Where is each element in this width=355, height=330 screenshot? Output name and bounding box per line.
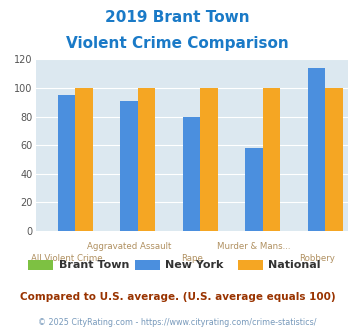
Text: All Violent Crime: All Violent Crime bbox=[31, 254, 103, 263]
Text: Rape: Rape bbox=[181, 254, 203, 263]
Text: Compared to U.S. average. (U.S. average equals 100): Compared to U.S. average. (U.S. average … bbox=[20, 292, 335, 302]
Bar bbox=[245, 148, 263, 231]
Bar bbox=[308, 68, 326, 231]
Bar bbox=[183, 116, 201, 231]
Text: © 2025 CityRating.com - https://www.cityrating.com/crime-statistics/: © 2025 CityRating.com - https://www.city… bbox=[38, 318, 317, 327]
Text: New York: New York bbox=[165, 260, 223, 270]
Bar bbox=[263, 88, 280, 231]
Text: Robbery: Robbery bbox=[299, 254, 335, 263]
Text: Murder & Mans...: Murder & Mans... bbox=[217, 243, 291, 251]
Bar bbox=[201, 88, 218, 231]
Bar bbox=[120, 101, 138, 231]
Text: Aggravated Assault: Aggravated Assault bbox=[87, 243, 171, 251]
Bar bbox=[76, 88, 93, 231]
Text: Violent Crime Comparison: Violent Crime Comparison bbox=[66, 36, 289, 51]
Bar bbox=[58, 95, 76, 231]
Text: 2019 Brant Town: 2019 Brant Town bbox=[105, 10, 250, 25]
Bar bbox=[138, 88, 155, 231]
Text: Brant Town: Brant Town bbox=[59, 260, 129, 270]
Bar bbox=[326, 88, 343, 231]
Text: National: National bbox=[268, 260, 321, 270]
